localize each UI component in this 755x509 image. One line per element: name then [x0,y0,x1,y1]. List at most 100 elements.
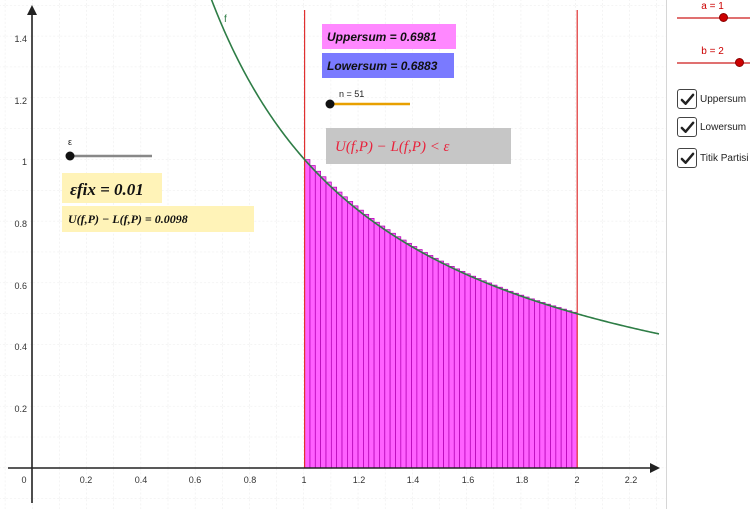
y-tick-label: 1.4 [14,34,27,44]
slider-a-label: a = 1 [701,1,724,12]
upper-sum-box[interactable] [322,24,456,49]
riemann-bar [496,286,503,469]
checkbox-uppersum-box[interactable] [677,89,697,109]
checkbox-lowersum[interactable]: Lowersum [677,115,746,139]
x-tick-label: 0.8 [244,475,257,485]
riemann-bar [443,263,450,469]
riemann-bar [357,209,364,469]
slider-a-track[interactable] [677,17,750,19]
riemann-bar [485,282,493,469]
riemann-bar [336,191,343,469]
checkbox-titik-partisi-label: Titik Partisi [700,152,749,164]
difference-box [62,206,254,232]
riemann-bar [427,255,434,469]
checkbox-titik-partisi[interactable]: Titik Partisi [677,146,749,170]
riemann-bar [432,257,439,469]
riemann-bar [411,246,418,469]
riemann-bar [363,213,370,469]
riemann-bar [502,288,509,469]
riemann-bar [384,229,391,469]
x-tick-label: 1.8 [516,475,529,485]
riemann-bar [555,307,562,469]
x-tick-label: 2.2 [625,475,638,485]
check-icon [680,93,694,105]
riemann-bar [539,302,546,469]
y-tick-label: 0.6 [14,281,27,291]
riemann-bar [469,275,476,469]
checkbox-lowersum-label: Lowersum [700,121,747,133]
riemann-bar [491,284,498,469]
epsilon-fix-box [62,173,162,203]
riemann-bar [421,252,428,469]
riemann-bar [571,311,578,469]
riemann-bar [518,294,525,469]
y-tick-label: 0.4 [14,342,27,352]
control-panel: a = 1 b = 2 Uppersum Lowersum Titik Part… [666,0,755,509]
graphics-view[interactable]: f 0 0.2 0.4 0.6 0.8 1 1.2 1.4 1.6 1.8 2 … [0,0,666,509]
slider-a[interactable]: a = 1 [675,2,750,26]
x-axis-arrow-icon [650,463,660,473]
lower-sum-text: Lowersum = 0.6883 [327,59,438,73]
y-tick-label: 1 [22,157,27,167]
epsilon-slider-label: ε [68,137,72,147]
riemann-bar [475,278,482,469]
checkbox-uppersum[interactable]: Uppersum [677,87,746,111]
riemann-bar [507,290,514,469]
checkbox-titik-partisi-box[interactable] [677,148,697,168]
slider-b-track[interactable] [677,62,750,64]
x-tick-label: 1 [301,475,306,485]
riemann-bar [437,260,444,469]
function-curve[interactable] [210,0,660,335]
riemann-bar [400,239,407,469]
x-tick-label: 0.6 [189,475,202,485]
epsilon-slider-knob[interactable] [65,151,75,161]
x-tick-label: 0 [21,475,26,485]
riemann-bar [416,249,423,469]
y-tick-label: 0.2 [14,404,27,414]
riemann-bar [534,300,541,469]
riemann-bar [512,292,519,469]
slider-a-knob[interactable] [719,13,728,22]
riemann-bar [368,217,375,469]
n-slider-knob[interactable] [325,99,335,109]
y-tick-label: 1.2 [14,96,27,106]
function-label: f [224,14,227,25]
riemann-bar [448,266,455,469]
riemann-bar [352,205,359,469]
difference-text: U(f,P) − L(f,P) = 0.0098 [68,212,188,226]
riemann-bar [550,305,557,469]
slider-b-label: b = 2 [701,46,724,57]
riemann-bar [464,273,471,469]
riemann-bar [347,201,354,469]
x-tick-labels: 0 0.2 0.4 0.6 0.8 1 1.2 1.4 1.6 1.8 2 2.… [21,475,637,485]
checkbox-uppersum-label: Uppersum [700,93,747,105]
riemann-bar [389,232,396,469]
slider-b-knob[interactable] [735,58,744,67]
epsilon-fix-text: εfix = 0.01 [70,180,144,199]
riemann-bar [528,298,535,469]
riemann-bar [453,268,460,469]
riemann-bar [320,176,327,469]
condition-box [326,128,511,164]
riemann-bar [566,310,573,469]
check-icon [680,152,694,164]
x-tick-label: 0.4 [135,475,148,485]
lower-sum-box[interactable] [322,53,454,78]
slider-b[interactable]: b = 2 [675,47,750,71]
y-tick-label: 0.8 [14,219,27,229]
riemann-bar [405,242,412,469]
riemann-bar [330,186,338,469]
riemann-bar [480,280,487,469]
riemann-bar [309,165,316,469]
checkbox-lowersum-box[interactable] [677,117,697,137]
riemann-bar [341,196,348,469]
n-slider-label: n = 51 [339,89,364,99]
riemann-bar [544,303,551,469]
riemann-bar [314,170,321,469]
x-tick-label: 1.6 [462,475,475,485]
x-tick-label: 2 [574,475,579,485]
riemann-bar [373,221,380,469]
riemann-bar [304,159,311,469]
riemann-bar [523,296,530,469]
riemann-bar [459,271,466,469]
